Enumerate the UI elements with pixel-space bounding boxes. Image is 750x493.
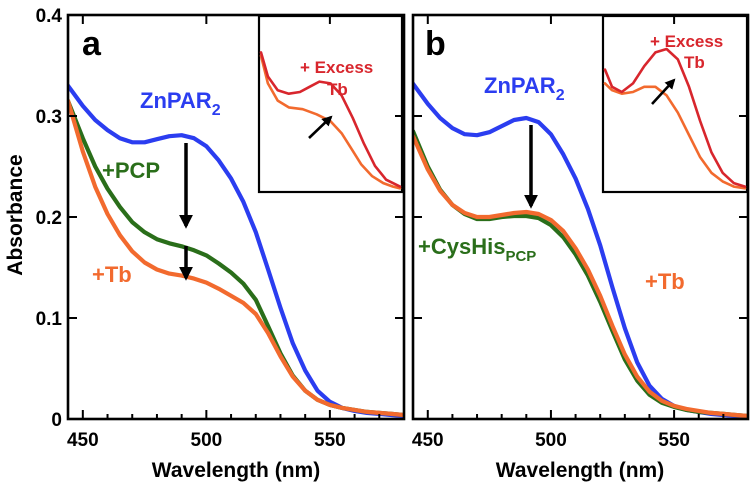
panel-a-ticks <box>68 14 405 420</box>
y-tick-label: 0.2 <box>36 208 62 229</box>
panel-a-x-tick-label: 550 <box>314 430 346 451</box>
panel-b-x-tick-label: 550 <box>658 430 690 451</box>
panel-b-x-tick-label: 450 <box>412 430 444 451</box>
y-tick-label: 0 <box>51 410 62 431</box>
panel-a-inset: + Excess Tb <box>257 14 404 194</box>
panel-a: ZnPAR2 +PCP +Tb a + Excess Tb 450 500 550 0… <box>36 6 406 482</box>
panel-b: ZnPAR2 +CysHisPCP +Tb b + Excess Tb 450 5… <box>411 13 750 482</box>
panel-a-inset-arrow <box>308 115 333 139</box>
panel-b-inset-arrow <box>651 78 676 105</box>
panel-a-x-axis-title: Wavelength (nm) <box>152 459 320 482</box>
panel-b-series-line-2 <box>413 134 748 419</box>
panel-b-inset-label-1: + Excess <box>650 32 723 51</box>
panel-a-inset-label-2: Tb <box>327 80 348 99</box>
panel-b-inset: + Excess Tb <box>601 14 749 194</box>
panel-a-x-tick-label: 450 <box>67 430 99 451</box>
panel-a-label-znpar2: ZnPAR2 <box>140 88 221 119</box>
panel-b-x-axis-title: Wavelength (nm) <box>496 459 664 482</box>
panel-a-tick-labels: 450 500 550 0 0.1 0.2 0.3 0.4 <box>36 6 346 451</box>
panel-b-series <box>413 81 748 419</box>
panel-a-inset-line-1 <box>259 51 402 188</box>
y-tick-label: 0.3 <box>36 107 62 128</box>
panel-a-inset-series <box>259 51 402 190</box>
panel-b-label-cyshis: +CysHisPCP <box>418 234 536 265</box>
panel-b-letter: b <box>425 25 446 63</box>
panel-b-label-tb: +Tb <box>645 269 685 294</box>
y-tick-label: 0.1 <box>36 309 63 330</box>
panel-a-series-line-2 <box>68 98 404 418</box>
panel-a-inset-label-1: + Excess <box>300 58 373 77</box>
panel-a-label-pcp: +PCP <box>102 158 160 183</box>
panel-b-label-znpar2: ZnPAR2 <box>484 73 565 104</box>
y-axis-title: Absorbance <box>4 154 27 275</box>
panel-b-inset-line-1 <box>603 47 747 188</box>
panel-b-tick-labels: 450 500 550 <box>412 430 690 451</box>
panel-b-inset-label-2: Tb <box>684 53 705 72</box>
panel-a-series <box>68 83 404 419</box>
panel-a-inset-line-0 <box>259 54 402 190</box>
panel-b-ticks <box>413 14 749 420</box>
panel-a-letter: a <box>82 25 102 63</box>
panel-a-label-tb: +Tb <box>92 262 132 287</box>
panel-b-inset-line-0 <box>603 82 747 190</box>
panel-a-inset-frame <box>257 14 404 194</box>
y-tick-label: 0.4 <box>36 6 63 27</box>
panel-b-x-tick-label: 500 <box>535 430 567 451</box>
panel-b-inset-series <box>603 47 747 190</box>
panel-a-x-tick-label: 500 <box>191 430 223 451</box>
